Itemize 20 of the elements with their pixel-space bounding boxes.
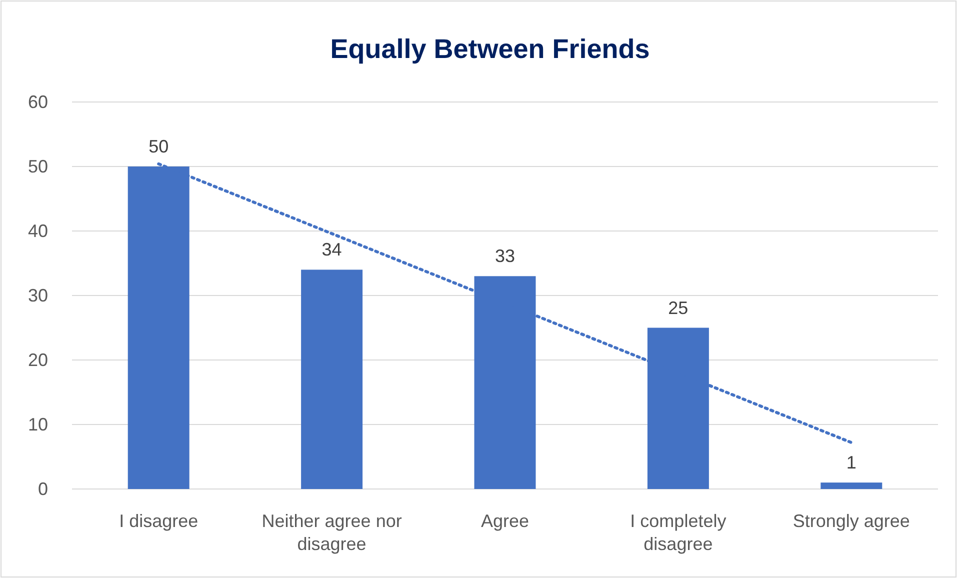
x-tick-label: I disagree: [119, 511, 198, 531]
y-tick-label: 50: [28, 156, 48, 176]
data-label: 34: [322, 240, 342, 260]
x-tick-label: Neither agree nor disagree: [262, 511, 402, 554]
data-label: 33: [494, 246, 516, 266]
x-tick-label: I completely disagree: [630, 511, 726, 554]
y-tick-label: 30: [28, 286, 48, 306]
chart-title: Equally Between Friends: [330, 34, 650, 64]
x-tick-label: Agree: [480, 511, 530, 531]
bar: [820, 482, 882, 489]
data-label: 1: [846, 452, 856, 473]
y-tick-label: 40: [28, 221, 48, 241]
y-tick-label: 20: [28, 350, 48, 370]
x-tick-label: Strongly agree: [792, 511, 910, 531]
data-label: 25: [668, 298, 688, 318]
y-tick-label: 60: [28, 92, 48, 112]
data-label: 50: [148, 136, 169, 156]
y-tick-label: 0: [38, 479, 48, 499]
y-tick-label: 10: [28, 414, 48, 434]
bar: [301, 270, 363, 489]
